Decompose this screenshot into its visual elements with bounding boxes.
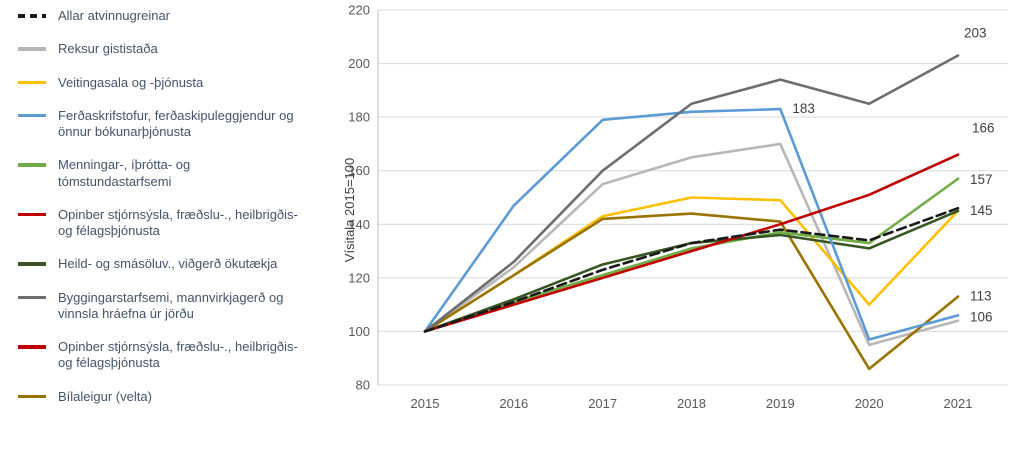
legend-label: Ferðaskrifstofur, ferðaskipuleggjendur o… <box>58 107 294 139</box>
legend-item-2: Veitingasala og -þjónusta <box>18 75 340 91</box>
legend-item-3: Ferðaskrifstofur, ferðaskipuleggjendur o… <box>18 108 340 141</box>
y-tick-label: 180 <box>348 110 370 125</box>
legend-label: Heild- og smásöluv., viðgerð ökutækja <box>58 256 278 272</box>
legend-line-swatch <box>18 47 46 51</box>
series-line-8 <box>423 212 960 371</box>
x-tick-label: 2020 <box>855 396 884 411</box>
data-label: 145 <box>970 203 993 218</box>
data-label: 183 <box>792 101 815 116</box>
legend-line-swatch <box>18 295 46 299</box>
series-line-3 <box>423 107 960 341</box>
legend-item-6: Heild- og smásöluv., viðgerð ökutækja <box>18 256 340 272</box>
y-tick-label: 220 <box>348 3 370 18</box>
legend-label: Byggingarstarfsemi, mannvirkjagerð og vi… <box>58 289 284 321</box>
legend-line-swatch <box>18 262 46 266</box>
legend-item-0: Allar atvinnugreinar <box>18 8 340 24</box>
legend-label: Opinber stjórnsýsla, fræðslu-., heilbrig… <box>58 206 298 238</box>
legend-line-swatch <box>18 212 46 217</box>
series-layer <box>423 54 960 371</box>
legend-line-swatch <box>18 80 46 84</box>
legend-label: Opinber stjórnsýsla, fræðslu-., heilbrig… <box>58 339 298 371</box>
series-line-5 <box>423 153 960 333</box>
series-line-6 <box>423 209 960 333</box>
legend-line-swatch <box>18 345 46 349</box>
y-tick-label: 160 <box>348 163 370 178</box>
legend-dashed-line-swatch <box>18 14 46 18</box>
x-tick-label: 2015 <box>411 396 440 411</box>
series-line-1 <box>423 142 960 347</box>
legend-label: Menningar-, íþrótta- og tómstundastarfse… <box>58 157 191 189</box>
chart-panel: 80 100 120 140 160 180 200 220 2015 2016 2017 2018 2… <box>340 0 1024 451</box>
data-label-layer: 203 166 157 145 113 106 183 <box>792 26 994 325</box>
legend-item-7: Byggingarstarfsemi, mannvirkjagerð og vi… <box>18 290 340 323</box>
legend-item-8: Opinber stjórnsýsla, fræðslu-., heilbrig… <box>18 339 340 372</box>
legend-item-9: Bílaleigur (velta) <box>18 389 340 405</box>
data-label: 106 <box>970 309 993 324</box>
series-line-0 <box>423 206 960 333</box>
legend-item-4: Menningar-, íþrótta- og tómstundastarfse… <box>18 157 340 190</box>
data-label: 166 <box>972 121 995 136</box>
series-line-7 <box>423 54 960 333</box>
y-tick-label: 140 <box>348 217 370 232</box>
y-tick-label: 200 <box>348 56 370 71</box>
y-axis-title: Vísitala 2015=100 <box>342 158 357 262</box>
x-tick-label: 2017 <box>588 396 617 411</box>
legend-label: Bílaleigur (velta) <box>58 388 152 404</box>
legend-line-swatch <box>18 394 46 398</box>
y-tick-label: 120 <box>348 270 370 285</box>
data-label: 203 <box>964 26 987 41</box>
legend-line-swatch <box>18 113 46 118</box>
legend-label: Veitingasala og -þjónusta <box>58 74 204 90</box>
legend-item-1: Reksur gististaða <box>18 41 340 57</box>
chart-legend: Allar atvinnugreinar Reksur gististaða Vei… <box>18 8 340 405</box>
y-tick-label: 80 <box>356 378 370 393</box>
x-tick-label: 2016 <box>499 396 528 411</box>
legend-item-5: Opinber stjórnsýsla, fræðslu-., heilbrig… <box>18 207 340 240</box>
legend-label: Allar atvinnugreinar <box>58 8 171 23</box>
grid-layer: 80 100 120 140 160 180 200 220 2015 2016 2017 2018 2… <box>348 3 1008 411</box>
x-tick-label: 2018 <box>677 396 706 411</box>
data-label: 113 <box>970 289 992 304</box>
legend-label: Reksur gististaða <box>58 41 158 57</box>
line-chart: 80 100 120 140 160 180 200 220 2015 2016 2017 2018 2… <box>342 3 1008 411</box>
x-tick-label: 2021 <box>944 396 973 411</box>
y-tick-label: 100 <box>348 324 370 339</box>
legend-line-swatch <box>18 163 46 167</box>
data-label: 157 <box>970 172 993 187</box>
x-tick-label: 2019 <box>766 396 795 411</box>
